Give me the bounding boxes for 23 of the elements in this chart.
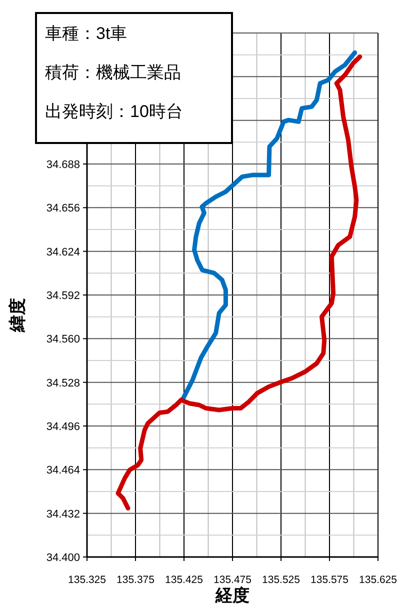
x-tick-label: 135.575 [310,574,349,586]
x-tick-label: 135.625 [359,574,398,586]
y-tick-label: 34.560 [46,334,80,346]
x-tick-label: 135.425 [165,574,204,586]
annotation-box: 車種：3t車 積荷：機械工業品 出発時刻：10時台 [35,12,233,144]
y-tick-label: 34.656 [46,202,80,215]
x-tick-label: 135.525 [262,574,300,586]
y-tick-label: 34.496 [46,421,80,433]
annotation: 出発時刻：10時台 [45,102,183,121]
x-tick-label: 135.375 [116,574,155,586]
y-tick-label: 34.688 [46,159,80,171]
y-tick-label: 34.528 [46,377,80,390]
y-tick-label: 34.624 [46,246,80,258]
y-tick-label: 34.592 [46,290,80,302]
x-axis-title: 経度 [214,586,250,605]
y-tick-label: 34.464 [46,464,80,477]
y-axis-title: 緯度 [8,298,27,333]
y-tick-label: 34.432 [46,508,80,520]
y-tick-label: 34.400 [46,552,80,564]
annotation: 車種：3t車 [45,24,128,43]
x-tick-label: 135.475 [214,574,252,586]
x-tick-label: 135.325 [68,574,106,586]
annotation: 積荷：機械工業品 [45,63,181,82]
